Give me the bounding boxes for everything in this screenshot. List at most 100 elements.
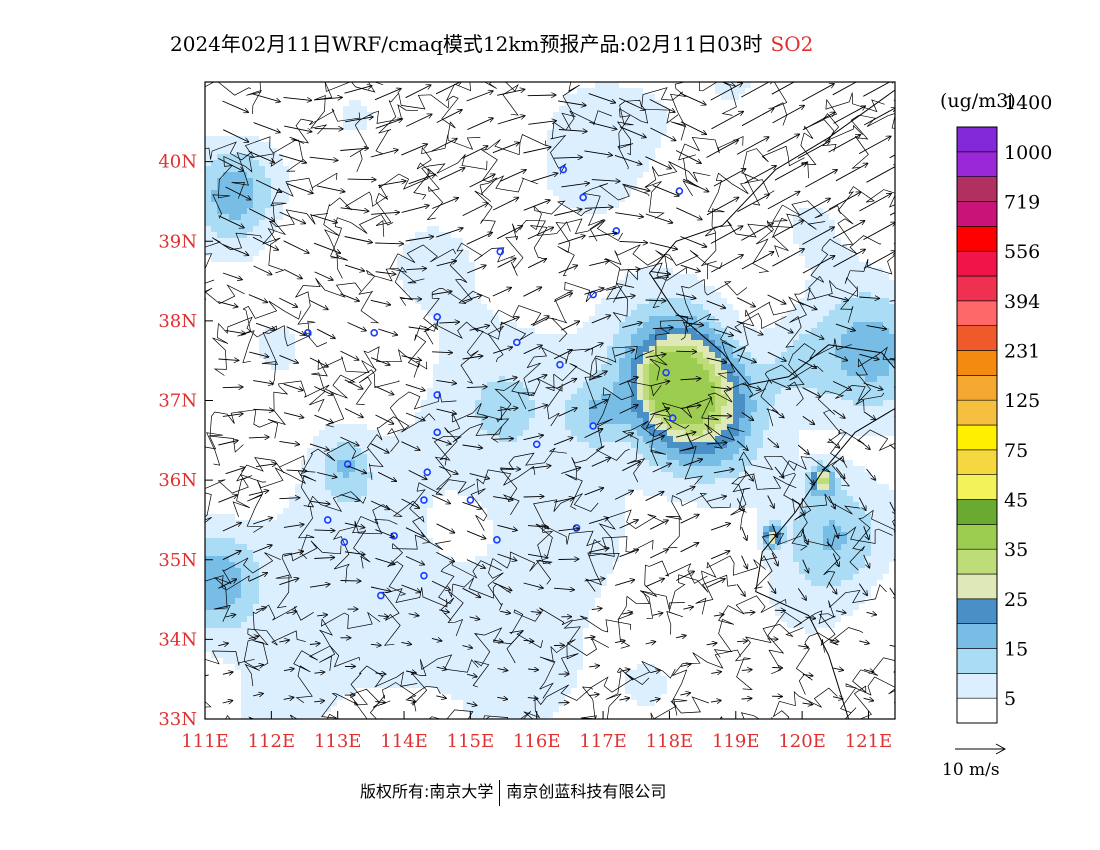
field-cell (523, 346, 529, 352)
field-cell (769, 442, 775, 448)
field-cell (451, 268, 457, 274)
field-cell (745, 394, 751, 400)
field-cell (889, 406, 895, 412)
field-cell (853, 304, 859, 310)
field-cell (259, 232, 265, 238)
field-cell (703, 388, 709, 394)
field-cell (319, 568, 325, 574)
field-cell (745, 460, 751, 466)
field-cell (643, 304, 649, 310)
field-cell (847, 256, 853, 262)
field-cell (793, 436, 799, 442)
field-cell (805, 280, 811, 286)
field-cell (595, 310, 601, 316)
field-cell (691, 322, 697, 328)
field-cell (775, 466, 781, 472)
field-cell (589, 142, 595, 148)
field-cell (223, 178, 229, 184)
field-cell (847, 556, 853, 562)
field-cell (481, 364, 487, 370)
field-cell (787, 580, 793, 586)
field-cell (829, 544, 835, 550)
field-cell (697, 346, 703, 352)
field-cell (565, 448, 571, 454)
field-cell (295, 496, 301, 502)
field-cell (535, 538, 541, 544)
field-cell (559, 166, 565, 172)
field-cell (589, 556, 595, 562)
field-cell (805, 328, 811, 334)
field-cell (625, 106, 631, 112)
field-cell (259, 532, 265, 538)
field-cell (475, 316, 481, 322)
field-cell (613, 196, 619, 202)
field-cell (301, 544, 307, 550)
field-cell (439, 388, 445, 394)
field-cell (787, 502, 793, 508)
field-cell (691, 298, 697, 304)
field-cell (685, 304, 691, 310)
field-cell (601, 310, 607, 316)
field-cell (445, 322, 451, 328)
field-cell (871, 394, 877, 400)
field-cell (859, 286, 865, 292)
field-cell (589, 388, 595, 394)
field-cell (781, 502, 787, 508)
field-cell (373, 478, 379, 484)
field-cell (457, 490, 463, 496)
field-cell (547, 484, 553, 490)
field-cell (577, 124, 583, 130)
field-cell (505, 514, 511, 520)
field-cell (391, 472, 397, 478)
field-cell (865, 334, 871, 340)
field-cell (547, 172, 553, 178)
field-cell (727, 364, 733, 370)
field-cell (541, 400, 547, 406)
field-cell (709, 472, 715, 478)
field-cell (505, 580, 511, 586)
field-cell (397, 460, 403, 466)
field-cell (529, 580, 535, 586)
field-cell (331, 448, 337, 454)
field-cell (565, 532, 571, 538)
field-cell (529, 340, 535, 346)
field-cell (349, 556, 355, 562)
field-cell (577, 520, 583, 526)
field-cell (475, 376, 481, 382)
field-cell (883, 556, 889, 562)
field-cell (553, 544, 559, 550)
field-cell (847, 478, 853, 484)
field-cell (601, 148, 607, 154)
field-cell (247, 226, 253, 232)
field-cell (805, 394, 811, 400)
field-cell (787, 586, 793, 592)
field-cell (319, 520, 325, 526)
field-cell (235, 256, 241, 262)
field-cell (865, 310, 871, 316)
field-cell (577, 160, 583, 166)
field-cell (865, 370, 871, 376)
field-cell (385, 562, 391, 568)
field-cell (271, 226, 277, 232)
field-cell (397, 430, 403, 436)
field-cell (301, 586, 307, 592)
field-cell (631, 280, 637, 286)
field-cell (319, 556, 325, 562)
field-cell (445, 286, 451, 292)
field-cell (577, 106, 583, 112)
field-cell (847, 424, 853, 430)
field-cell (325, 454, 331, 460)
field-cell (601, 190, 607, 196)
field-cell (877, 274, 883, 280)
field-cell (397, 256, 403, 262)
field-cell (403, 568, 409, 574)
field-cell (571, 148, 577, 154)
field-cell (799, 490, 805, 496)
field-cell (505, 442, 511, 448)
field-cell (607, 496, 613, 502)
field-cell (391, 574, 397, 580)
field-cell (511, 388, 517, 394)
field-cell (391, 448, 397, 454)
field-cell (823, 370, 829, 376)
field-cell (823, 268, 829, 274)
